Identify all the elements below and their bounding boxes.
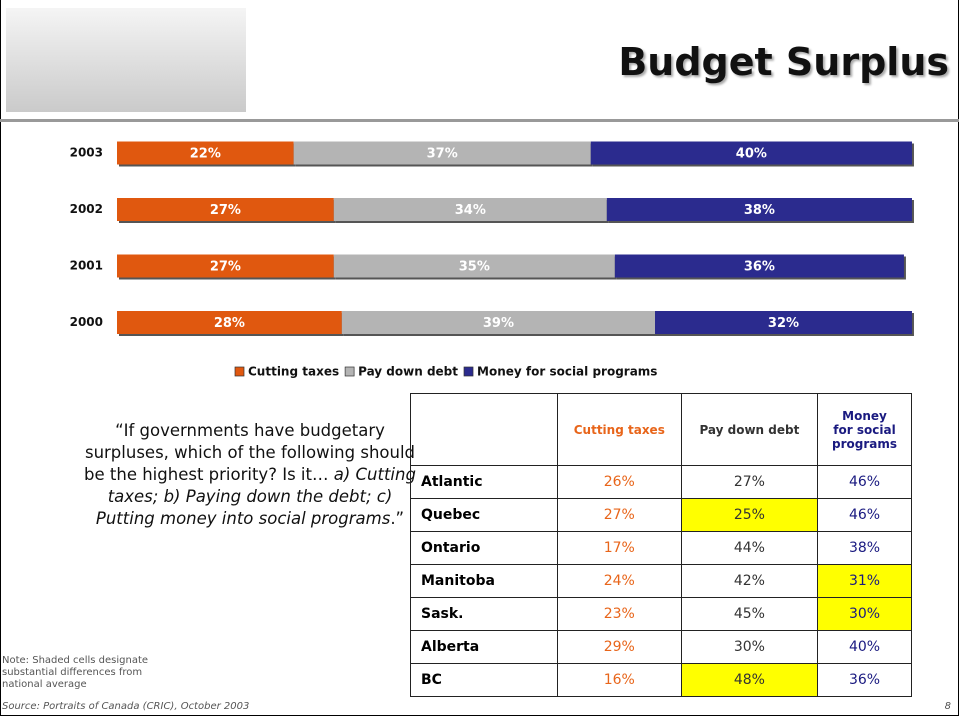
legend-swatch (464, 367, 473, 376)
cell: 16% (557, 664, 681, 697)
header-cell: Pay down debt (681, 394, 817, 466)
source: Source: Portraits of Canada (CRIC), Octo… (2, 701, 249, 712)
value-label: 40% (736, 147, 767, 162)
value-label: 39% (483, 316, 514, 331)
page-number: 8 (945, 701, 951, 712)
cell: 24% (557, 565, 681, 598)
category-label: 2002 (70, 202, 103, 216)
cell: 40% (818, 631, 912, 664)
cell: 45% (681, 598, 817, 631)
value-label: 38% (744, 203, 775, 218)
legend-label: Money for social programs (477, 365, 657, 379)
cell: 29% (557, 631, 681, 664)
header-cell: Money for social programs (818, 394, 912, 466)
cell: 36% (818, 664, 912, 697)
row-label: Ontario (411, 532, 558, 565)
cell: 44% (681, 532, 817, 565)
note: Note: Shaded cells designate substantial… (2, 655, 182, 691)
row-label: Sask. (411, 598, 558, 631)
legend-label: Pay down debt (358, 365, 458, 379)
cell: 46% (818, 499, 912, 532)
cell: 46% (818, 466, 912, 499)
cell: 31% (818, 565, 912, 598)
category-label: 2001 (70, 259, 103, 273)
cell: 17% (557, 532, 681, 565)
slide: Budget Surplus 2003 22% 37% 40% 2002 27% 34% 38… (0, 0, 959, 721)
legend-swatch (235, 367, 244, 376)
value-label: 36% (744, 260, 775, 275)
cell: 48% (681, 664, 817, 697)
value-label: 37% (427, 147, 458, 162)
cell: 42% (681, 565, 817, 598)
question: “If governments have budgetary surpluses… (80, 420, 420, 530)
value-label: 28% (214, 316, 245, 331)
legend-label: Cutting taxes (248, 365, 339, 379)
data-table: Cutting taxes Pay down debt Money for so… (410, 393, 912, 697)
cell: 26% (557, 466, 681, 499)
row-label: Alberta (411, 631, 558, 664)
corner-cell (411, 394, 558, 466)
category-label: 2003 (70, 146, 103, 160)
value-label: 27% (210, 203, 241, 218)
row-label: Manitoba (411, 565, 558, 598)
legend-swatch (345, 367, 354, 376)
cell: 23% (557, 598, 681, 631)
cell: 30% (818, 598, 912, 631)
value-label: 35% (459, 260, 490, 275)
cell: 38% (818, 532, 912, 565)
cell: 27% (557, 499, 681, 532)
row-label: Atlantic (411, 466, 558, 499)
chart: 2003 22% 37% 40% 2002 27% 34% 38% 2001 27% 35% 36% 2… (0, 125, 959, 390)
cell: 25% (681, 499, 817, 532)
row-label: BC (411, 664, 558, 697)
category-label: 2000 (70, 315, 103, 329)
value-label: 32% (768, 316, 799, 331)
header-image (6, 8, 246, 112)
cell: 27% (681, 466, 817, 499)
cell: 30% (681, 631, 817, 664)
value-label: 34% (455, 203, 486, 218)
row-label: Quebec (411, 499, 558, 532)
slide-title: Budget Surplus (618, 40, 949, 84)
value-label: 27% (210, 260, 241, 275)
question-close: .” (390, 509, 404, 528)
header-cell: Cutting taxes (557, 394, 681, 466)
header-rule (0, 119, 959, 122)
value-label: 22% (190, 147, 221, 162)
